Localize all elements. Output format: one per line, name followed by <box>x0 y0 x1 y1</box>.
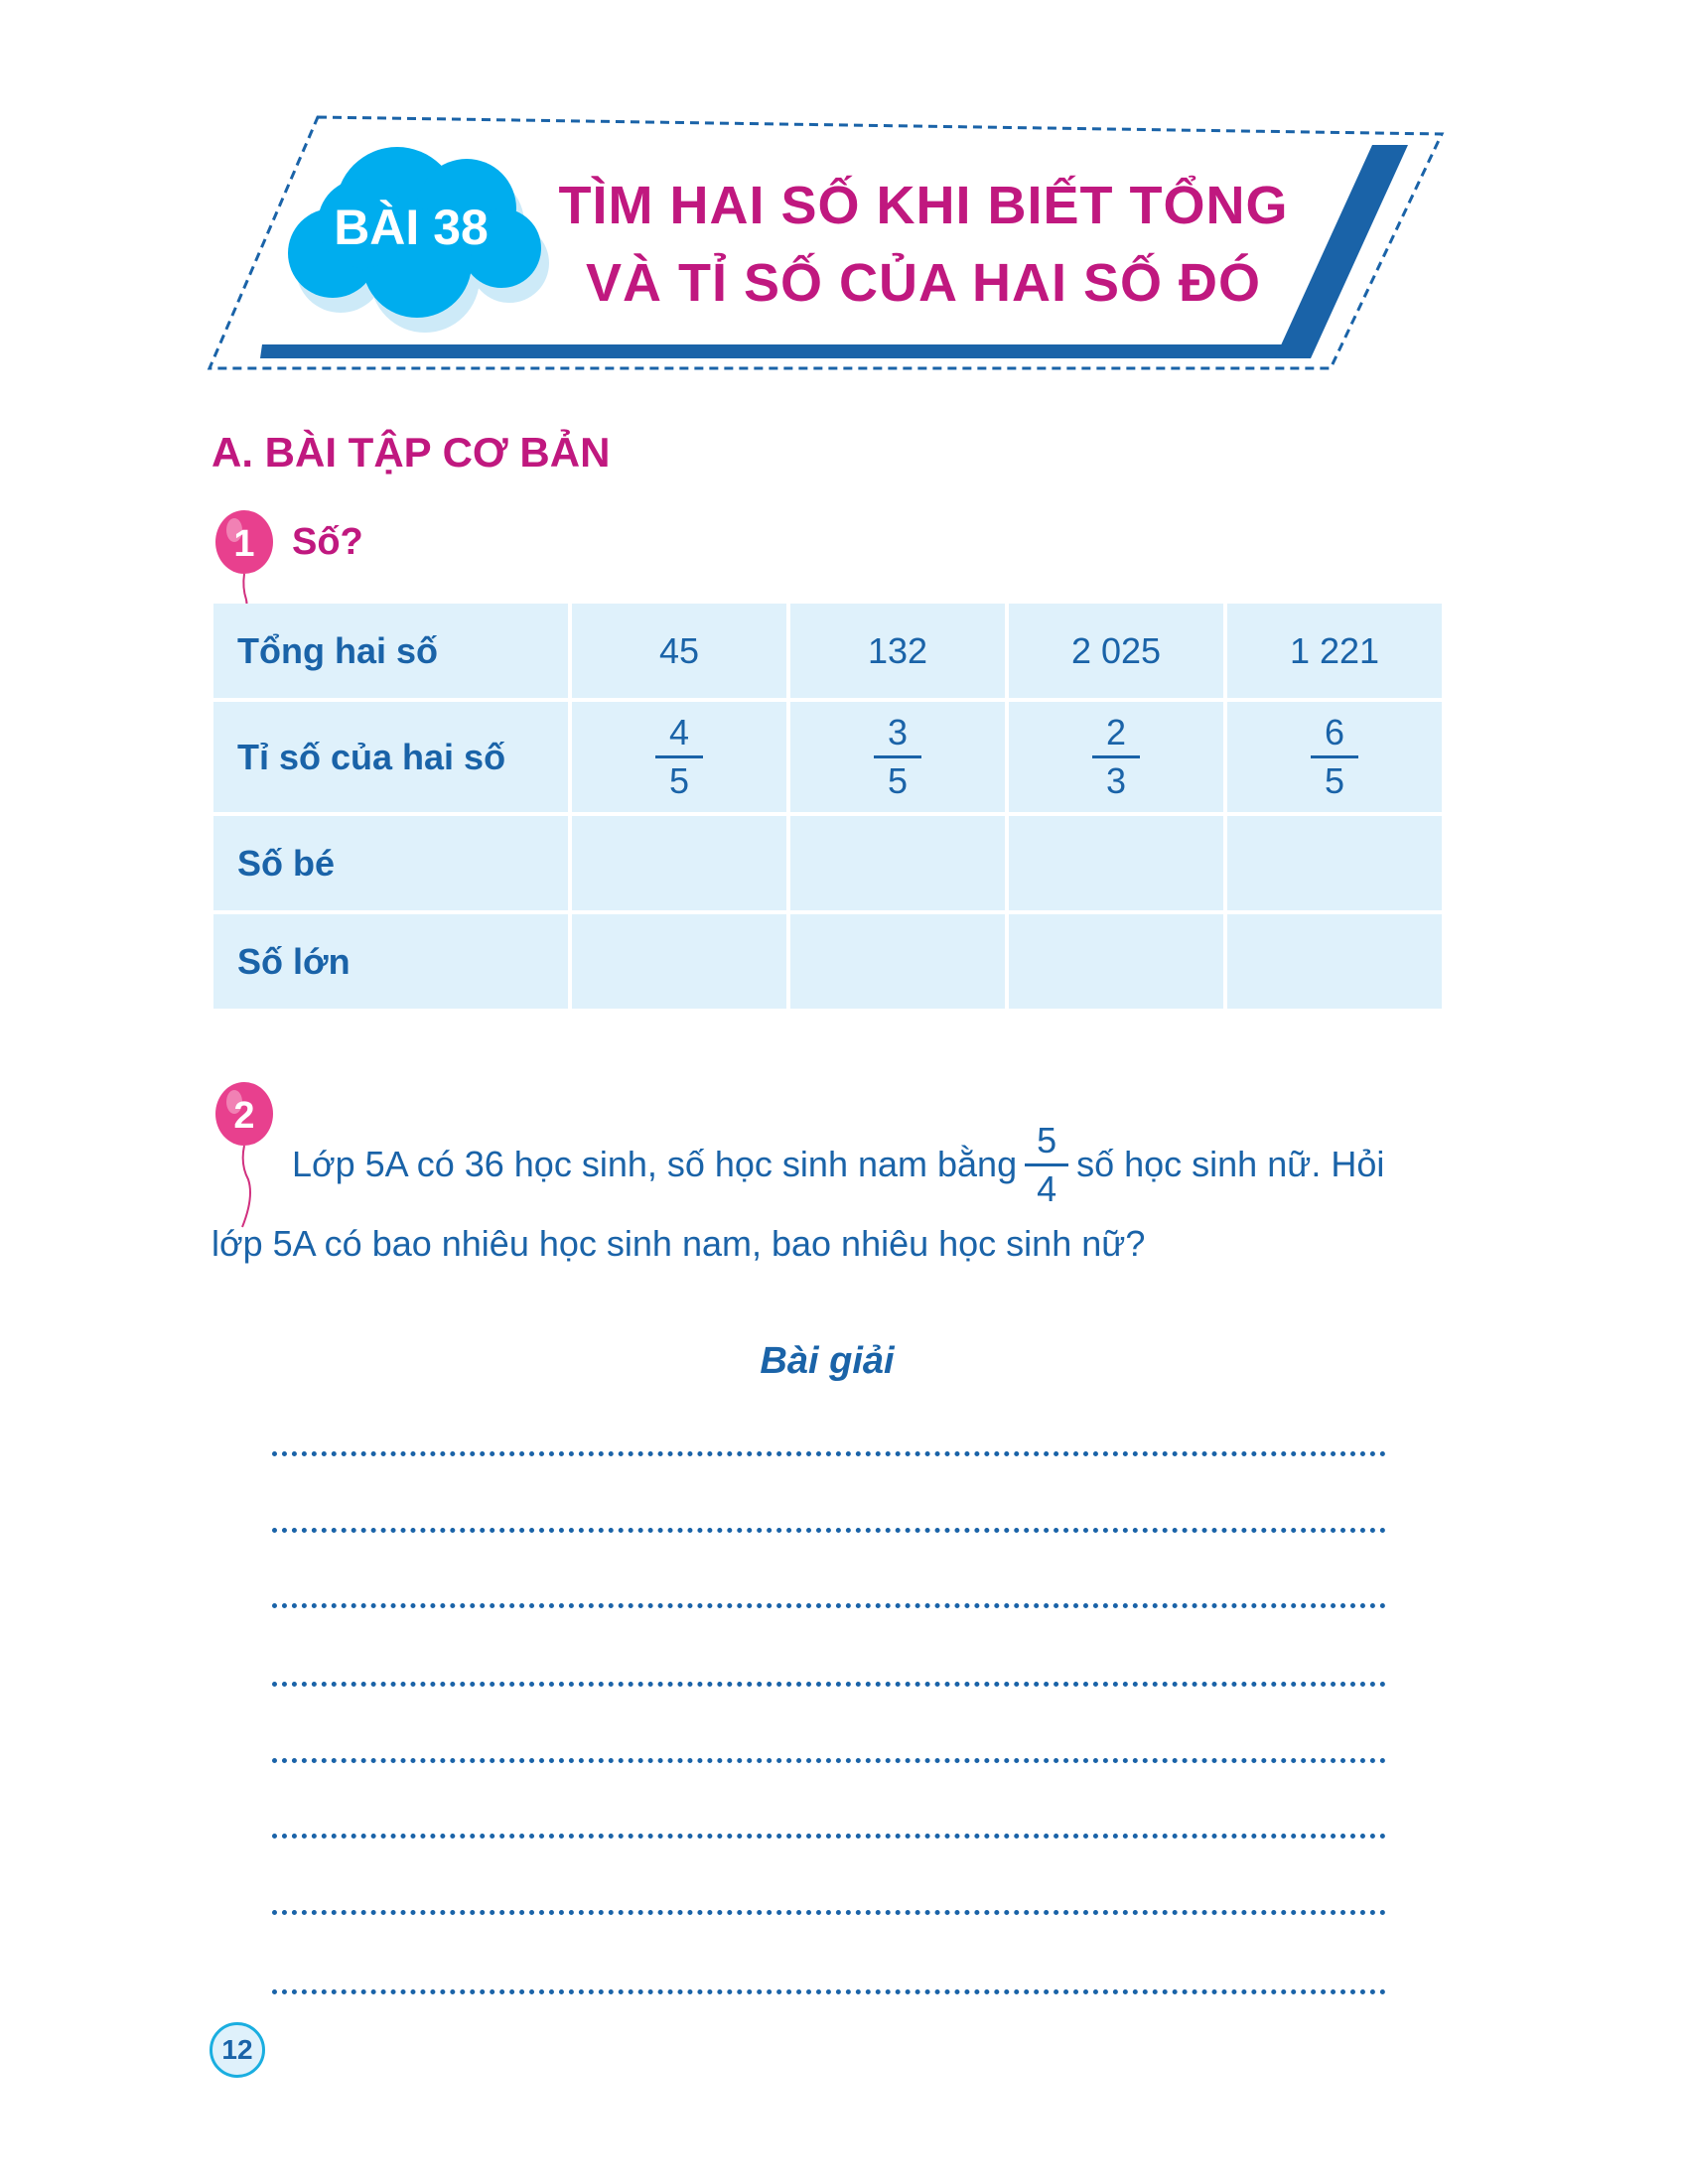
answer-cell[interactable] <box>1009 816 1223 910</box>
svg-text:2: 2 <box>233 1095 254 1137</box>
answer-line[interactable] <box>272 1834 1386 1839</box>
answer-line[interactable] <box>272 1451 1386 1456</box>
answer-line[interactable] <box>272 1682 1386 1687</box>
exercise2-text-line1: Lớp 5A có 36 học sinh, số học sinh nam b… <box>292 1120 1385 1209</box>
answer-cell[interactable] <box>1009 914 1223 1009</box>
table-cell: 1 221 <box>1227 604 1442 698</box>
table-row: Số lớn <box>213 914 1442 1009</box>
denominator: 5 <box>1324 760 1345 801</box>
numerator: 3 <box>887 712 909 753</box>
page-number: 12 <box>210 2022 265 2078</box>
denominator: 3 <box>1105 760 1127 801</box>
numerator: 4 <box>668 712 690 753</box>
svg-text:1: 1 <box>233 523 254 565</box>
lesson-banner <box>207 115 1445 370</box>
row-label: Số lớn <box>213 914 568 1009</box>
row-label: Số bé <box>213 816 568 910</box>
answer-line[interactable] <box>272 1910 1386 1915</box>
answer-line[interactable] <box>272 1528 1386 1533</box>
exercise1-table: Tổng hai số 45 132 2 025 1 221 Tỉ số của… <box>210 600 1446 1013</box>
answer-line[interactable] <box>272 1758 1386 1763</box>
exercise2-text-line2: lớp 5A có bao nhiêu học sinh nam, bao nh… <box>211 1223 1146 1264</box>
table-cell: 2 025 <box>1009 604 1223 698</box>
row-label: Tổng hai số <box>213 604 568 698</box>
row-label: Tỉ số của hai số <box>213 702 568 812</box>
lesson-title-line2: VÀ TỈ SỐ CỦA HAI SỐ ĐÓ <box>585 253 1262 313</box>
table-row: Số bé <box>213 816 1442 910</box>
answer-cell[interactable] <box>572 816 786 910</box>
answer-cell[interactable] <box>790 914 1005 1009</box>
balloon-number-icon: 1 <box>215 510 273 616</box>
balloon-number-icon: 2 <box>215 1082 273 1228</box>
denominator: 5 <box>668 760 690 801</box>
exercise1-instruction: Số? <box>292 521 363 563</box>
section-title: A. BÀI TẬP CƠ BẢN <box>211 429 611 476</box>
table-row: Tổng hai số 45 132 2 025 1 221 <box>213 604 1442 698</box>
answer-cell[interactable] <box>572 914 786 1009</box>
lesson-number-badge: BÀI 38 <box>334 200 489 255</box>
table-cell: 45 <box>572 604 786 698</box>
lesson-title-line1: TÌM HAI SỐ KHI BIẾT TỔNG <box>558 176 1289 235</box>
table-cell: 132 <box>790 604 1005 698</box>
answer-cell[interactable] <box>1227 914 1442 1009</box>
cloud-icon <box>288 147 549 333</box>
numerator: 2 <box>1105 712 1127 753</box>
answer-line[interactable] <box>272 1989 1386 1994</box>
solution-heading: Bài giải <box>760 1340 895 1382</box>
answer-cell[interactable] <box>1227 816 1442 910</box>
answer-cell[interactable] <box>790 816 1005 910</box>
denominator: 5 <box>887 760 909 801</box>
numerator: 6 <box>1324 712 1345 753</box>
answer-line[interactable] <box>272 1603 1386 1608</box>
